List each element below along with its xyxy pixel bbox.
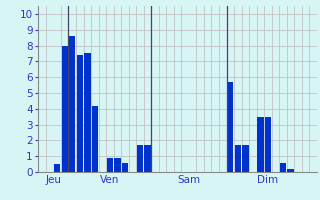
Bar	[114, 158, 121, 172]
Bar	[144, 145, 151, 172]
Bar	[92, 106, 98, 172]
Bar	[242, 145, 249, 172]
Bar	[137, 145, 143, 172]
Bar	[61, 46, 68, 172]
Bar	[287, 169, 294, 172]
Bar	[122, 163, 128, 172]
Bar	[265, 117, 271, 172]
Bar	[227, 82, 234, 172]
Bar	[84, 53, 91, 172]
Bar	[69, 36, 76, 172]
Bar	[235, 145, 241, 172]
Bar	[280, 163, 286, 172]
Bar	[76, 55, 83, 172]
Bar	[54, 164, 60, 172]
Bar	[107, 158, 113, 172]
Bar	[257, 117, 264, 172]
